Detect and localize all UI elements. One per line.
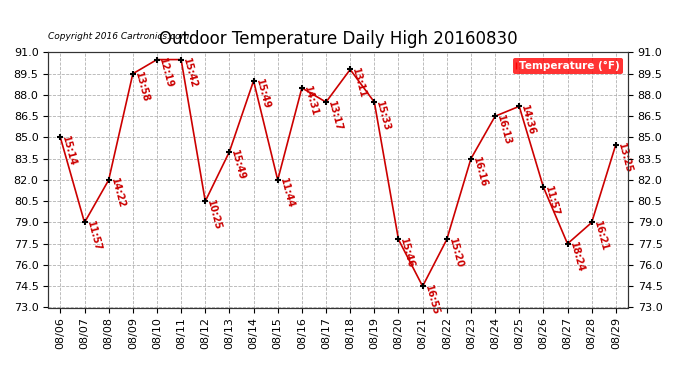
Text: 15:49: 15:49 [230,149,247,182]
Text: 15:20: 15:20 [447,237,464,270]
Text: 16:13: 16:13 [495,114,513,146]
Text: 14:31: 14:31 [302,86,319,118]
Text: 14:36: 14:36 [520,104,537,136]
Title: Outdoor Temperature Daily High 20160830: Outdoor Temperature Daily High 20160830 [159,30,518,48]
Text: Copyright 2016 Cartronics.com: Copyright 2016 Cartronics.com [48,32,190,41]
Text: 16:21: 16:21 [592,220,609,252]
Text: 16:55: 16:55 [423,284,440,316]
Legend: Temperature (°F): Temperature (°F) [513,58,622,74]
Text: 13:25: 13:25 [616,142,633,174]
Text: 13:58: 13:58 [133,71,150,104]
Text: 11:57: 11:57 [85,220,102,252]
Text: 14:22: 14:22 [109,177,126,210]
Text: 15:14: 15:14 [61,135,78,168]
Text: 13:17: 13:17 [326,99,344,132]
Text: 16:16: 16:16 [471,156,489,189]
Text: 11:44: 11:44 [278,177,295,210]
Text: 18:24: 18:24 [568,241,585,274]
Text: 12:19: 12:19 [157,57,175,90]
Text: 10:25: 10:25 [206,199,223,231]
Text: 13:11: 13:11 [351,67,368,99]
Text: 15:46: 15:46 [399,237,416,270]
Text: 15:33: 15:33 [375,99,392,132]
Text: 15:49: 15:49 [254,78,271,111]
Text: 15:42: 15:42 [181,57,199,90]
Text: 11:57: 11:57 [544,184,561,217]
